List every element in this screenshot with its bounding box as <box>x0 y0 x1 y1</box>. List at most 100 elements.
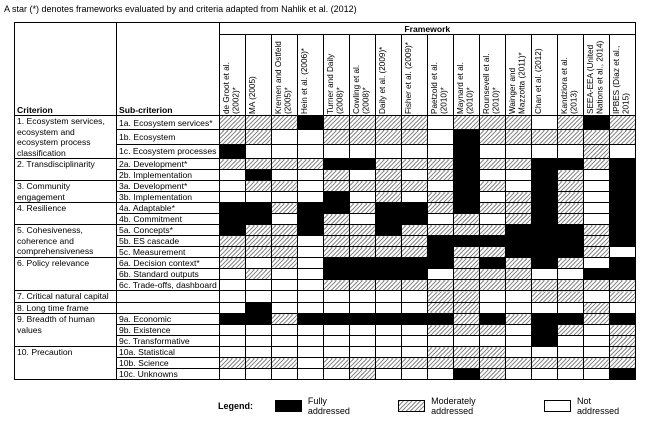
rating-cell <box>374 143 402 160</box>
framework-name-cell: de Groot et al. (2002)* <box>218 34 246 116</box>
rating-cell <box>608 257 636 269</box>
rating-cell <box>582 246 610 258</box>
rating-cell <box>296 246 324 258</box>
rating-cell <box>244 313 272 325</box>
rating-cell <box>478 257 506 269</box>
rating-cell <box>400 224 428 236</box>
legend-label: Moderately addressed <box>431 396 476 416</box>
rating-cell <box>504 202 532 214</box>
rating-cell <box>400 143 428 160</box>
rating-cell <box>582 368 610 380</box>
criterion-row: 3b. Implementation <box>15 191 636 203</box>
rating-cell <box>244 368 272 380</box>
rating-cell <box>556 235 584 247</box>
rating-cell <box>426 279 454 291</box>
rating-cell <box>244 268 272 280</box>
rating-cell <box>322 368 350 380</box>
rating-cell <box>582 129 610 145</box>
rating-cell <box>218 279 246 291</box>
framework-name: Chan et al. (2012) <box>533 48 543 114</box>
legend-title: Legend: <box>218 401 253 411</box>
rating-cell <box>244 129 272 145</box>
rating-cell <box>582 180 610 192</box>
rating-cell <box>374 213 402 225</box>
rating-cell <box>582 301 610 314</box>
rating-cell <box>426 346 454 358</box>
subcriterion-label: 2b. Implementation <box>116 169 220 181</box>
rating-cell <box>400 202 428 214</box>
rating-cell <box>218 191 246 203</box>
rating-cell <box>322 268 350 280</box>
rating-cell <box>270 114 298 131</box>
rating-cell <box>556 313 584 325</box>
rating-cell <box>608 143 636 160</box>
rating-cell <box>374 180 402 192</box>
rating-cell <box>270 158 298 170</box>
rating-cell <box>348 268 376 280</box>
rating-cell <box>322 346 350 358</box>
subcriterion-label: 2a. Development* <box>116 158 220 170</box>
rating-cell <box>452 169 480 181</box>
rating-cell <box>556 368 584 380</box>
rating-cell <box>348 169 376 181</box>
legend-swatch <box>398 400 426 412</box>
rating-cell <box>296 202 324 214</box>
rating-cell <box>322 301 350 314</box>
rating-cell <box>296 191 324 203</box>
rating-cell <box>348 290 376 303</box>
rating-cell <box>530 180 558 192</box>
subcriterion-label <box>116 301 220 314</box>
rating-cell <box>400 279 428 291</box>
rating-cell <box>504 346 532 358</box>
rating-cell <box>504 335 532 347</box>
rating-cell <box>348 279 376 291</box>
framework-name-cell: Fisher et al. (2009)* <box>400 34 428 116</box>
rating-cell <box>504 191 532 203</box>
rating-cell <box>322 213 350 225</box>
rating-cell <box>530 202 558 214</box>
framework-name-cell: Rounsevell et al. (2010)* <box>478 34 506 116</box>
rating-cell <box>270 301 298 314</box>
framework-name-cell: IPBES (Díaz et al., 2015) <box>608 34 636 116</box>
rating-cell <box>374 301 402 314</box>
rating-cell <box>244 224 272 236</box>
subcriterion-label <box>116 290 220 303</box>
framework-header: Framework <box>218 22 636 35</box>
rating-cell <box>348 257 376 269</box>
rating-cell <box>504 290 532 303</box>
rating-cell <box>270 357 298 369</box>
rating-cell <box>374 202 402 214</box>
rating-cell <box>218 346 246 358</box>
rating-cell <box>218 202 246 214</box>
rating-cell <box>582 357 610 369</box>
criterion-row: 7. Critical natural capital <box>14 290 636 303</box>
rating-cell <box>452 180 480 192</box>
rating-cell <box>608 301 636 314</box>
rating-cell <box>322 257 350 269</box>
subcriterion-label: 3a. Development* <box>116 180 220 192</box>
rating-cell <box>452 191 480 203</box>
rating-cell <box>452 246 480 258</box>
rating-cell <box>556 213 584 225</box>
rating-cell <box>426 313 454 325</box>
rating-cell <box>374 313 402 325</box>
rating-cell <box>556 202 584 214</box>
rating-cell <box>504 235 532 247</box>
rating-cell <box>322 129 350 145</box>
rating-cell <box>452 202 480 214</box>
rating-cell <box>218 257 246 269</box>
rating-cell <box>270 143 298 160</box>
subcriterion-label: 5a. Concepts* <box>116 224 220 236</box>
rating-cell <box>530 268 558 280</box>
rating-cell <box>244 301 272 314</box>
rating-cell <box>244 324 272 336</box>
rating-cell <box>582 346 610 358</box>
rating-cell <box>270 213 298 225</box>
rating-cell <box>556 246 584 258</box>
rating-cell <box>478 180 506 192</box>
rating-cell <box>244 335 272 347</box>
rating-cell <box>218 324 246 336</box>
criterion-row: 5c. Measurement <box>15 246 636 258</box>
note: A star (*) denotes frameworks evaluated … <box>4 4 357 14</box>
rating-cell <box>244 191 272 203</box>
